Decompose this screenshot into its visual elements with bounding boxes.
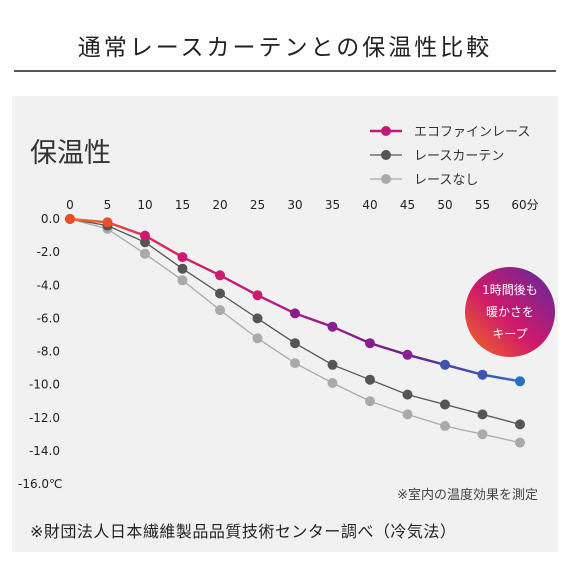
y-tick-label: -10.0 bbox=[29, 378, 60, 392]
badge: 1時間後も 暖かさを キープ bbox=[465, 267, 555, 357]
data-point bbox=[290, 308, 300, 319]
x-tick-label: 30 bbox=[287, 198, 302, 212]
x-tick-label: 15 bbox=[175, 198, 190, 212]
x-tick-label: 10 bbox=[137, 198, 152, 212]
series-group bbox=[65, 214, 525, 448]
legend-label: レースなし bbox=[414, 173, 478, 188]
y-tick-label: -8.0 bbox=[37, 345, 60, 359]
data-point bbox=[290, 358, 300, 369]
legend-label: エコファインレース bbox=[414, 125, 530, 140]
data-point bbox=[440, 399, 450, 410]
x-tick-label: 0 bbox=[66, 198, 74, 212]
data-point bbox=[140, 230, 150, 241]
measurement-note: ※室内の温度効果を測定 bbox=[397, 487, 538, 503]
x-tick-label: 35 bbox=[325, 198, 340, 212]
data-point bbox=[327, 321, 338, 332]
legend-marker bbox=[381, 126, 391, 136]
x-tick-label: 20 bbox=[212, 198, 227, 212]
series-line bbox=[69, 217, 521, 383]
x-tick-label: 45 bbox=[400, 198, 415, 212]
x-tick-label: 50 bbox=[437, 198, 452, 212]
data-point bbox=[477, 409, 488, 420]
chart-panel: 保温性 エコファインレース レースカーテン レースなし 0 5 10 15 20 25 30 35… bbox=[12, 96, 558, 552]
data-point bbox=[252, 333, 263, 344]
y-tick-label: -6.0 bbox=[37, 311, 60, 325]
y-tick-label: 0.0 bbox=[41, 212, 60, 226]
data-point bbox=[140, 248, 150, 259]
data-point bbox=[215, 270, 225, 281]
data-point bbox=[477, 369, 488, 380]
series-line bbox=[69, 218, 521, 444]
x-tick-label: 5 bbox=[104, 198, 112, 212]
data-point bbox=[252, 290, 263, 301]
header: 通常レースカーテンとの保温性比較 bbox=[0, 0, 570, 86]
y-tick-label: -14.0 bbox=[29, 444, 60, 458]
data-point bbox=[365, 396, 375, 407]
legend-label: レースカーテン bbox=[414, 149, 504, 164]
data-point bbox=[65, 214, 75, 224]
data-point bbox=[440, 421, 450, 431]
badge-line-3: キープ bbox=[492, 327, 527, 341]
data-point bbox=[327, 359, 338, 370]
data-point bbox=[290, 338, 300, 349]
y-tick-label: -12.0 bbox=[29, 411, 60, 425]
data-point bbox=[252, 313, 263, 324]
data-point bbox=[402, 409, 413, 420]
y-axis-ticks: 0.0 -2.0 -4.0 -6.0 -8.0 -10.0 -12.0 -14.0 -16.0℃ bbox=[18, 212, 63, 491]
data-point bbox=[515, 419, 525, 430]
legend-marker bbox=[381, 174, 391, 184]
chart-title: 保温性 bbox=[30, 138, 111, 169]
data-point bbox=[102, 217, 113, 228]
legend-marker bbox=[381, 150, 391, 160]
data-point bbox=[515, 437, 525, 448]
badge-circle bbox=[465, 267, 555, 357]
badge-line-2: 暖かさを bbox=[486, 305, 534, 319]
x-tick-label: 25 bbox=[250, 198, 265, 212]
data-point bbox=[327, 378, 338, 388]
data-point bbox=[177, 252, 188, 263]
data-point bbox=[440, 359, 450, 370]
data-point bbox=[177, 263, 188, 274]
y-tick-label: -4.0 bbox=[37, 278, 60, 292]
x-tick-label: 60分 bbox=[511, 198, 538, 212]
y-tick-label: -16.0℃ bbox=[18, 477, 63, 491]
page-title: 通常レースカーテンとの保温性比較 bbox=[77, 35, 493, 61]
x-tick-label: 55 bbox=[475, 198, 490, 212]
x-tick-label: 40 bbox=[362, 198, 377, 212]
data-point bbox=[365, 374, 375, 385]
source-footnote: ※財団法人日本繊維製品品質技術センター調べ（冷気法） bbox=[30, 522, 457, 541]
data-point bbox=[177, 275, 188, 286]
data-point bbox=[477, 429, 488, 440]
data-point bbox=[215, 288, 225, 299]
x-axis-ticks: 0 5 10 15 20 25 30 35 40 45 50 55 60分 bbox=[66, 198, 538, 212]
series-line bbox=[69, 218, 521, 426]
data-point bbox=[515, 376, 525, 387]
header-divider bbox=[14, 70, 556, 72]
badge-line-1: 1時間後も bbox=[482, 283, 538, 297]
data-point bbox=[402, 349, 413, 360]
data-point bbox=[365, 338, 375, 349]
data-point bbox=[215, 305, 225, 316]
y-tick-label: -2.0 bbox=[37, 245, 60, 259]
data-point bbox=[402, 389, 413, 400]
